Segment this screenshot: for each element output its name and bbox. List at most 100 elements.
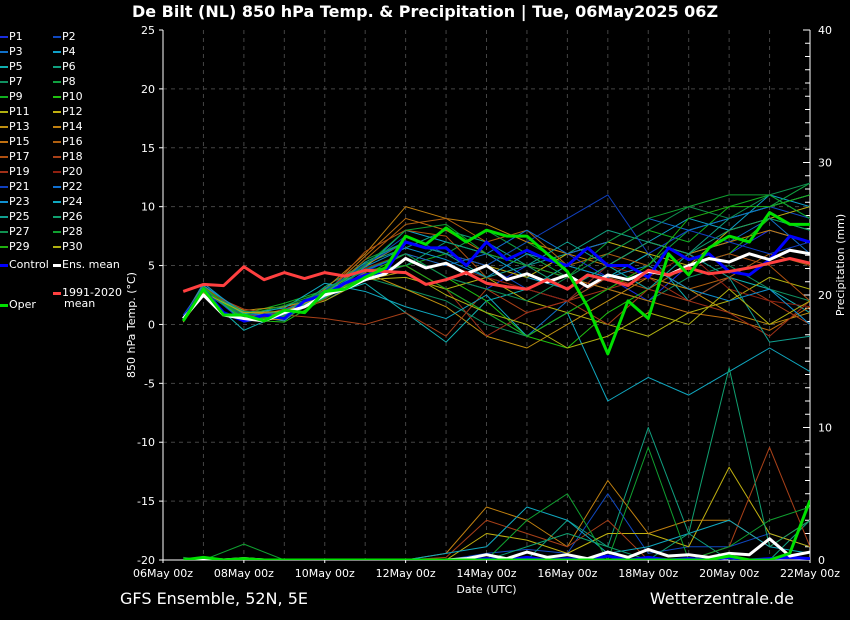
legend-label: P1 — [9, 30, 23, 43]
legend-swatch — [53, 51, 61, 53]
legend-item-p14: P14 — [53, 121, 83, 133]
legend-label: P12 — [62, 105, 83, 118]
member-precip-line-p6 — [183, 427, 810, 560]
legend-item-p11: P11 — [0, 106, 30, 118]
x-tick-label: 16May 00z — [537, 567, 597, 580]
x-axis-label: Date (UTC) — [456, 583, 516, 596]
legend-swatch — [53, 81, 61, 83]
legend-item-p21: P21 — [0, 181, 30, 193]
legend-label: Ens. mean — [62, 258, 120, 271]
y-tick-label: 20 — [141, 83, 155, 96]
legend-item-p27: P27 — [0, 226, 30, 238]
legend-swatch — [53, 96, 61, 98]
legend-label: P2 — [62, 30, 76, 43]
legend-item-p12: P12 — [53, 106, 83, 118]
y-tick-label: 15 — [141, 142, 155, 155]
legend-item-p2: P2 — [53, 31, 76, 43]
x-tick-label: 14May 00z — [456, 567, 516, 580]
legend-item-p24: P24 — [53, 196, 83, 208]
legend-item-p16: P16 — [53, 136, 83, 148]
y-tick-label: -15 — [137, 495, 155, 508]
legend-swatch — [0, 51, 8, 53]
member-precip-line-p26 — [183, 367, 810, 560]
legend-item-p23: P23 — [0, 196, 30, 208]
legend-item-p5: P5 — [0, 61, 23, 73]
y-tick-label: 25 — [141, 24, 155, 37]
legend-swatch — [53, 246, 61, 248]
legend-swatch — [53, 231, 61, 233]
legend-item-p26: P26 — [53, 211, 83, 223]
chart-title: De Bilt (NL) 850 hPa Temp. & Precipitati… — [131, 2, 719, 21]
member-temp-line-p24 — [182, 282, 810, 402]
legend-label: P19 — [9, 165, 30, 178]
y-axis-label: 850 hPa Temp. (°C) — [125, 272, 138, 378]
x-tick-label: 06May 00z — [133, 567, 193, 580]
legend-item-p4: P4 — [53, 46, 76, 58]
legend-swatch — [53, 156, 61, 158]
legend-swatch — [0, 231, 8, 233]
legend-label: mean — [64, 297, 96, 310]
legend-swatch — [0, 96, 8, 98]
x-tick-label: 22May 00z — [780, 567, 840, 580]
legend-swatch — [0, 36, 8, 38]
legend-label: P30 — [62, 240, 83, 253]
member-temp-line-p12 — [182, 206, 810, 319]
model-label: GFS Ensemble, 52N, 5E — [120, 589, 308, 608]
legend-label: 1991-2020 — [62, 286, 122, 299]
legend-label: P20 — [62, 165, 83, 178]
legend-label: Oper — [9, 298, 36, 311]
legend-label: P24 — [62, 195, 83, 208]
legend-label: P10 — [62, 90, 83, 103]
legend-label: P8 — [62, 75, 76, 88]
legend-label: P17 — [9, 150, 30, 163]
legend-label: P29 — [9, 240, 30, 253]
legend-item-oper: Oper — [0, 299, 36, 311]
legend-item-p7: P7 — [0, 76, 23, 88]
x-tick-label: 20May 00z — [699, 567, 759, 580]
y2-tick-label: 0 — [818, 554, 825, 567]
legend-item-p1: P1 — [0, 31, 23, 43]
legend-item-p30: P30 — [53, 241, 83, 253]
legend-swatch — [0, 111, 8, 113]
legend-swatch — [53, 216, 61, 218]
y2-tick-label: 10 — [818, 422, 832, 435]
member-precip-line-p18 — [183, 446, 810, 560]
member-precip-line-p12 — [183, 466, 810, 560]
member-precip-line-p28 — [183, 446, 810, 560]
legend-item-p13: P13 — [0, 121, 30, 133]
legend-swatch — [0, 186, 8, 188]
y2-tick-label: 20 — [818, 289, 832, 302]
legend-swatch — [0, 126, 8, 128]
x-tick-label: 08May 00z — [214, 567, 274, 580]
legend-item-p29: P29 — [0, 241, 30, 253]
legend-label: P18 — [62, 150, 83, 163]
legend-swatch — [53, 126, 61, 128]
legend-label: P15 — [9, 135, 30, 148]
legend-swatch — [0, 66, 8, 68]
legend-item-p15: P15 — [0, 136, 30, 148]
y2-tick-label: 40 — [818, 24, 832, 37]
y-tick-label: -5 — [144, 377, 155, 390]
member-temp-line-p30 — [182, 270, 810, 349]
member-temp-line-p14 — [182, 206, 810, 321]
legend-swatch — [0, 303, 8, 307]
legend-item-climate-mean: 1991-2020 — [53, 287, 122, 299]
legend-swatch — [53, 263, 61, 267]
legend-swatch — [0, 171, 8, 173]
oper-temp-line — [181, 211, 810, 356]
legend-swatch — [0, 246, 8, 248]
legend-label: P16 — [62, 135, 83, 148]
legend-label: P13 — [9, 120, 30, 133]
member-precip-line-p14 — [183, 480, 810, 560]
legend-label: P28 — [62, 225, 83, 238]
plot-area — [181, 182, 810, 560]
legend-swatch — [53, 66, 61, 68]
legend-item-control: Control — [0, 259, 49, 271]
member-temp-line-p5 — [182, 253, 810, 343]
legend-swatch — [0, 201, 8, 203]
legend-swatch — [53, 36, 61, 38]
legend-swatch — [0, 216, 8, 218]
legend-item-p10: P10 — [53, 91, 83, 103]
legend-swatch — [0, 141, 8, 143]
